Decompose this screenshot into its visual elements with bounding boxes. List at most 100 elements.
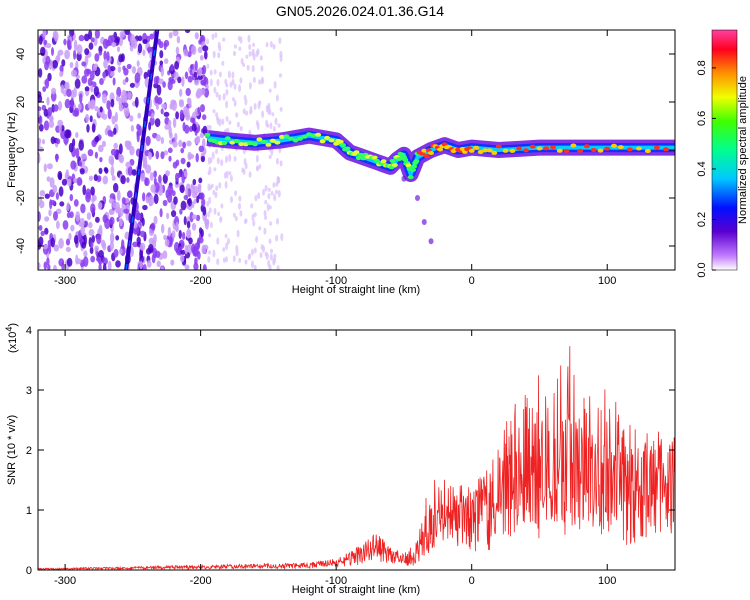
trace-hotspot [238, 142, 245, 147]
faint-blob [269, 221, 273, 226]
faint-blob [238, 257, 242, 263]
noise-blob [159, 50, 164, 59]
noise-blob [153, 177, 157, 186]
noise-blob [113, 182, 119, 193]
noise-blob [97, 201, 103, 210]
trace-hotspot [482, 148, 489, 153]
trace-hotspot [306, 132, 313, 137]
noise-blob [90, 186, 95, 196]
tail-blob [428, 238, 434, 245]
noise-blob [119, 31, 126, 38]
noise-blob [163, 111, 170, 117]
snr-x-label: Height of straight line (km) [292, 584, 420, 596]
noise-blob [77, 103, 82, 111]
noise-blob [139, 260, 143, 270]
noise-blob [162, 199, 168, 207]
noise-blob [153, 233, 157, 244]
noise-blob [55, 192, 60, 200]
faint-blob [216, 258, 220, 266]
snr-y-tick-label: 0 [26, 565, 32, 577]
noise-blob [167, 185, 174, 195]
faint-blob [263, 227, 267, 235]
faint-blob [255, 235, 259, 243]
noise-blob [188, 153, 195, 159]
noise-blob [94, 245, 99, 252]
noise-blob [53, 31, 59, 42]
trace-hotspot [337, 139, 344, 144]
trace-hotspot [428, 151, 434, 155]
noise-blob [158, 174, 162, 184]
faint-blob [236, 121, 240, 128]
faint-blob [248, 51, 252, 57]
noise-blob [115, 235, 120, 241]
faint-blob [275, 157, 279, 165]
noise-blob [125, 76, 129, 83]
trace-hotspot [233, 139, 240, 144]
faint-blob [233, 50, 236, 57]
noise-blob [86, 124, 90, 133]
noise-blob [123, 102, 129, 108]
faint-blob [218, 118, 222, 127]
noise-blob [195, 135, 201, 144]
noise-blob [97, 175, 102, 183]
snr-x-ticks: -300 -200 -100 0 100 [54, 330, 616, 587]
noise-blob [188, 237, 193, 245]
noise-blob [50, 237, 55, 248]
trace-hotspot [310, 133, 317, 138]
noise-blob [63, 38, 67, 46]
faint-blob [251, 260, 254, 269]
noise-blob [90, 241, 94, 249]
noise-blob [38, 137, 42, 145]
trace-hotspot [577, 148, 584, 153]
noise-blob [180, 249, 186, 255]
trace-hotspot [611, 143, 617, 148]
faint-blob [234, 190, 238, 196]
faint-blob [208, 250, 211, 255]
noise-blob [66, 257, 73, 267]
trace-hotspot [380, 159, 387, 164]
faint-blob [279, 50, 283, 58]
faint-blob [228, 171, 232, 176]
noise-blob [84, 48, 90, 56]
noise-blob [127, 165, 133, 176]
noise-blob [78, 93, 83, 104]
noise-blob [167, 226, 172, 237]
snr-y-tick-label: 1 [26, 505, 32, 517]
noise-blob [46, 257, 50, 266]
noise-blob [154, 118, 161, 128]
noise-blob [63, 89, 68, 97]
faint-blob [264, 215, 268, 220]
noise-blob [46, 163, 53, 170]
noise-blob [91, 123, 96, 133]
noise-blob [44, 193, 50, 199]
noise-blob [98, 50, 103, 56]
noise-blob [81, 241, 87, 249]
noise-blob [183, 216, 187, 226]
noise-blob [142, 39, 148, 45]
noise-blob [94, 106, 99, 112]
noise-blob [181, 76, 185, 87]
faint-blob [264, 184, 268, 192]
noise-blob [170, 259, 175, 266]
noise-blob [57, 100, 63, 111]
noise-blob [201, 244, 207, 255]
noise-blob [192, 178, 197, 186]
noise-blob [164, 124, 170, 130]
faint-blob [208, 207, 212, 214]
noise-blob [51, 87, 57, 95]
faint-blob [232, 255, 236, 262]
noise-blob [121, 239, 125, 251]
trace-hotspot [663, 147, 669, 152]
noise-blob [61, 178, 68, 186]
faint-blob [279, 73, 282, 78]
noise-blob [131, 66, 137, 74]
noise-blob [186, 220, 191, 229]
faint-blob [208, 125, 212, 130]
trace-hotspot [635, 146, 642, 151]
noise-blob [53, 264, 57, 270]
noise-blob [61, 59, 66, 67]
noise-blob [64, 82, 69, 91]
noise-blob [93, 86, 100, 97]
noise-blob [153, 193, 159, 205]
